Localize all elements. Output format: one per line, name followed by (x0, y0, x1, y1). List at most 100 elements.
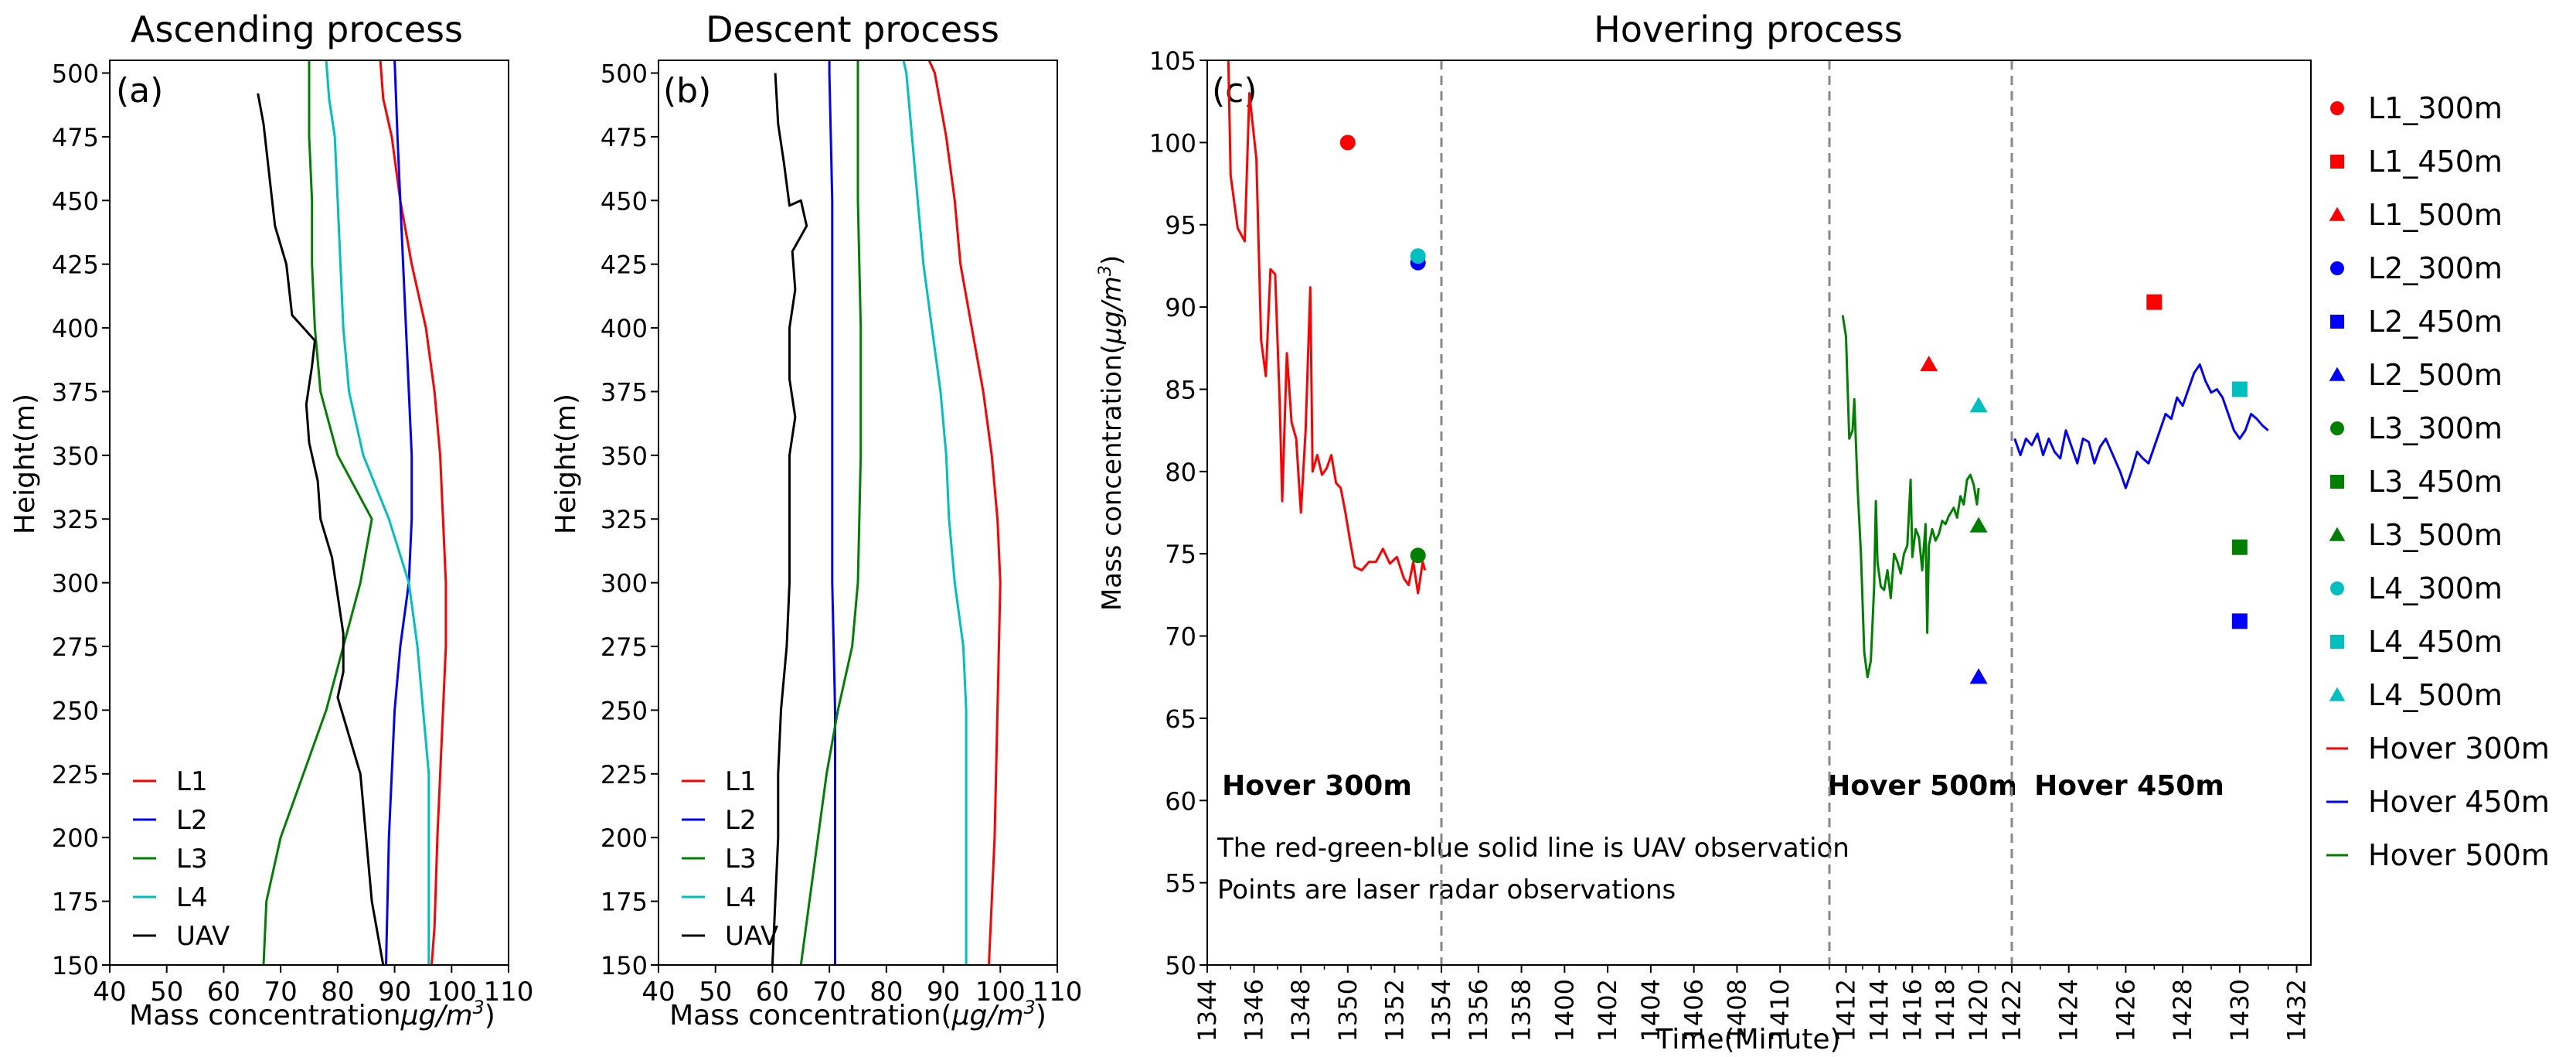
y-tick-label: 325 (52, 505, 99, 534)
x-tick-label: 1410 (1765, 979, 1795, 1042)
x-tick-label: 1346 (1240, 979, 1269, 1042)
x-tick-label: 50 (150, 977, 183, 1008)
series-line-uav (771, 73, 808, 965)
x-tick-label: 1344 (1193, 979, 1222, 1042)
panel-c-ylabel-sup: 3 (1096, 265, 1115, 276)
y-tick-label: 90 (1165, 293, 1196, 322)
x-tick-label: 70 (813, 977, 846, 1008)
y-tick-label: 425 (601, 251, 648, 280)
series-line-l1 (379, 60, 447, 965)
legend-label-l2-300m: L2_300m (2368, 251, 2503, 285)
x-tick-label: 1406 (1679, 979, 1709, 1042)
y-tick-label: 200 (52, 823, 99, 853)
series-line-l2 (828, 60, 836, 965)
x-tick-label: 80 (321, 977, 354, 1008)
lidar-point-l2-500m (1969, 668, 1988, 684)
legend-marker-l3-500m (2329, 527, 2346, 541)
legend-marker-l1-450m (2330, 155, 2344, 169)
y-tick-label: 500 (52, 59, 99, 88)
x-tick-label: 1352 (1380, 979, 1409, 1042)
legend-label-l2: L2 (725, 805, 757, 836)
panel-a-xlabel-sup: 3 (473, 997, 485, 1018)
y-tick-label: 175 (601, 888, 648, 917)
legend-label-l1: L1 (725, 766, 757, 797)
y-tick-label: 85 (1165, 375, 1196, 404)
segment-label-500: Hover 500m (1827, 770, 2017, 802)
legend-label-l3-450m: L3_450m (2368, 465, 2503, 499)
panel-b-frame (658, 60, 1058, 966)
x-tick-label: 90 (378, 977, 411, 1008)
y-tick-label: 95 (1165, 211, 1196, 240)
lidar-point-l2-450m (2231, 613, 2248, 629)
panel-b-xlabel-math: μg/m (951, 1000, 1024, 1031)
lidar-point-l1-500m (1920, 356, 1938, 372)
legend-marker-l2-300m (2330, 261, 2344, 275)
x-tick-label: 1430 (2225, 979, 2254, 1042)
x-tick-label: 1348 (1286, 979, 1315, 1042)
y-tick-label: 80 (1165, 458, 1196, 487)
panel-a: 40 50 60 70 80 90 100 110 150 175 200 225 250 275 300 3… (52, 59, 534, 1008)
y-tick-label: 225 (601, 760, 648, 789)
x-tick-label: 1402 (1593, 979, 1622, 1042)
legend-label-uav: UAV (725, 921, 778, 952)
legend-label-l2-450m: L2_450m (2368, 305, 2503, 339)
x-tick-label: 60 (207, 977, 240, 1008)
x-tick-label: 90 (927, 977, 960, 1008)
legend-label-l2: L2 (176, 805, 208, 836)
legend-label-l4-450m: L4_450m (2368, 625, 2503, 659)
x-tick-label: 1418 (1931, 979, 1960, 1042)
series-line-l2 (385, 60, 413, 965)
legend-label-hover-300m: Hover 300m (2368, 731, 2550, 765)
legend-label-l1-450m: L1_450m (2368, 145, 2503, 179)
legend-label-uav: UAV (176, 921, 230, 952)
legend-marker-l4-500m (2329, 687, 2346, 701)
legend-marker-l1-300m (2330, 101, 2344, 115)
y-tick-label: 65 (1165, 704, 1196, 734)
lidar-point-l3-500m (1969, 517, 1988, 533)
series-line-l3 (262, 60, 373, 965)
y-tick-label: 375 (601, 377, 648, 407)
legend-marker-l4-450m (2330, 635, 2344, 649)
y-tick-label: 150 (601, 951, 648, 980)
y-tick-label: 475 (601, 123, 648, 152)
x-tick-label: 80 (869, 977, 903, 1008)
legend-label-l1: L1 (176, 766, 208, 797)
x-tick-label: 110 (484, 977, 534, 1008)
x-tick-label: 1350 (1333, 979, 1363, 1042)
panel-c-title: Hovering process (1594, 9, 1903, 50)
y-tick-label: 70 (1165, 622, 1196, 652)
y-tick-label: 250 (52, 696, 99, 725)
x-tick-label: 1420 (1964, 979, 1993, 1042)
y-tick-label: 175 (52, 888, 99, 917)
panel-c-ylabel-math: μg/m (1097, 276, 1128, 345)
y-tick-label: 105 (1149, 46, 1196, 76)
series-line-uav (257, 93, 385, 965)
legend-label-l4: L4 (725, 882, 757, 913)
panel-c-ylabel-text: Mass concentration( (1097, 344, 1128, 611)
legend-label-l1-300m: L1_300m (2368, 91, 2503, 125)
y-tick-label: 225 (52, 760, 99, 789)
panel-b-label: (b) (663, 71, 711, 111)
x-tick-label: 60 (756, 977, 789, 1008)
x-tick-label: 1424 (2054, 979, 2084, 1042)
panel-a-series (257, 60, 447, 965)
legend-marker-l3-300m (2330, 421, 2344, 435)
panel-c-ylabel-close: ) (1097, 255, 1128, 265)
panel-b-xlabel-sup: 3 (1024, 997, 1036, 1018)
legend-marker-l3-450m (2330, 475, 2344, 489)
series-line-l4 (902, 60, 968, 965)
panel-c-lines (1227, 60, 2269, 679)
lidar-point-l4-500m (1969, 397, 1988, 413)
x-tick-label: 40 (93, 977, 126, 1008)
legend-marker-l2-500m (2329, 367, 2346, 381)
panel-b-xlabel-close: ) (1036, 1000, 1046, 1031)
panel-b-title: Descent process (706, 9, 999, 50)
lidar-point-l1-450m (2146, 294, 2163, 310)
series-line-l3 (799, 60, 863, 965)
x-tick-label: 50 (699, 977, 732, 1008)
legend-label-l1-500m: L1_500m (2368, 198, 2503, 232)
legend-label-l2-500m: L2_500m (2368, 358, 2503, 392)
lidar-point-l3-300m (1410, 547, 1426, 564)
lidar-point-l4-450m (2231, 381, 2248, 397)
x-tick-label: 1412 (1831, 979, 1860, 1042)
